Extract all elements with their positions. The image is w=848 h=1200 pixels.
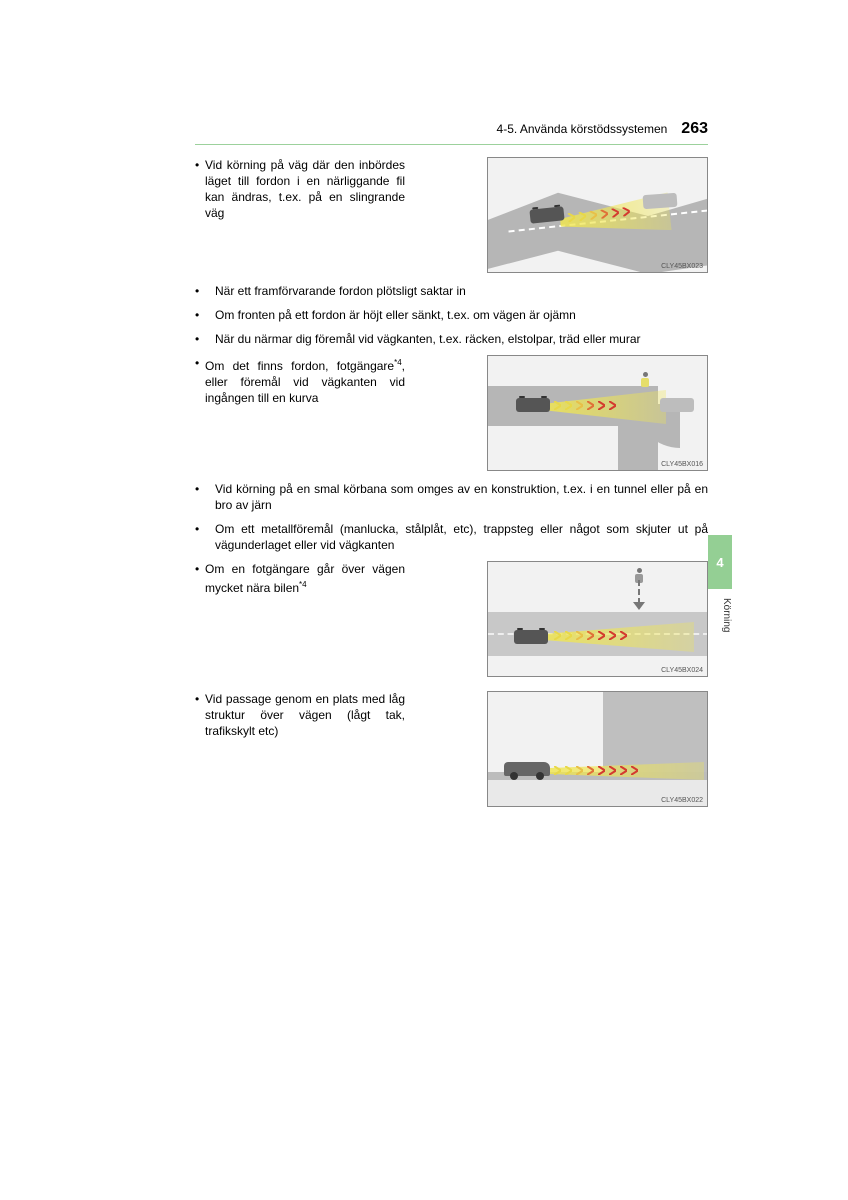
item-uneven-road: • Om fronten på ett fordon är höjt eller…	[195, 307, 708, 323]
figure-code: CLY45BX016	[661, 461, 703, 468]
content-area: • Vid körning på väg där den inbördes lä…	[195, 157, 708, 807]
item-pedestrian-crossing: • Om en fotgängare går över vägen mycket…	[195, 561, 708, 677]
item-low-structure: • Vid passage genom en plats med låg str…	[195, 691, 708, 807]
figure-code: CLY45BX022	[661, 797, 703, 804]
footnote-ref: *4	[299, 580, 307, 589]
item-roadside-objects: • När du närmar dig föremål vid vägkante…	[195, 331, 708, 347]
bullet-text: Vid körning på väg där den inbördes läge…	[205, 157, 405, 221]
car-side-icon	[504, 762, 550, 776]
item-sudden-brake: • När ett framförvarande fordon plötslig…	[195, 283, 708, 299]
bullet-text: Om en fotgängare går över vägen mycket n…	[205, 561, 405, 596]
item-curve-entrance: • Om det finns fordon, fotgängare*4, ell…	[195, 355, 708, 471]
bullet-text: Om ett metallföremål (manlucka, stålplåt…	[215, 521, 708, 553]
figure-curve-pedestrian: CLY45BX016	[487, 355, 708, 471]
bullet-text: Vid körning på en smal körbana som omges…	[215, 481, 708, 513]
figure-pedestrian-near: CLY45BX024	[487, 561, 708, 677]
figure-code: CLY45BX023	[661, 263, 703, 270]
item-narrow-lane: • Vid körning på en smal körbana som omg…	[195, 481, 708, 513]
chapter-number: 4	[716, 555, 723, 570]
chapter-tab: 4	[708, 535, 732, 589]
figure-winding-road: CLY45BX023	[487, 157, 708, 273]
bullet-text: Vid passage genom en plats med låg struk…	[205, 691, 405, 739]
footnote-ref: *4	[394, 358, 402, 367]
pedestrian-icon	[640, 372, 650, 388]
header-rule	[195, 144, 708, 145]
page-header: 4-5. Använda körstödssystemen 263	[195, 120, 708, 144]
manual-page: 4-5. Använda körstödssystemen 263 • Vid …	[0, 0, 848, 1200]
page-number: 263	[681, 120, 708, 138]
figure-low-clearance: CLY45BX022	[487, 691, 708, 807]
bullet-mark: •	[195, 157, 205, 221]
bullet-text: Om det finns fordon, fotgängare*4, eller…	[205, 355, 405, 406]
figure-code: CLY45BX024	[661, 667, 703, 674]
bullet-text: När ett framförvarande fordon plötsligt …	[215, 283, 708, 299]
item-metal-object: • Om ett metallföremål (manlucka, stålpl…	[195, 521, 708, 553]
chapter-label: Körning	[708, 598, 732, 632]
section-title: 4-5. Använda körstödssystemen	[497, 122, 668, 136]
bullet-text: Om fronten på ett fordon är höjt eller s…	[215, 307, 708, 323]
item-winding-road: • Vid körning på väg där den inbördes lä…	[195, 157, 708, 273]
bullet-text: När du närmar dig föremål vid vägkanten,…	[215, 331, 708, 347]
